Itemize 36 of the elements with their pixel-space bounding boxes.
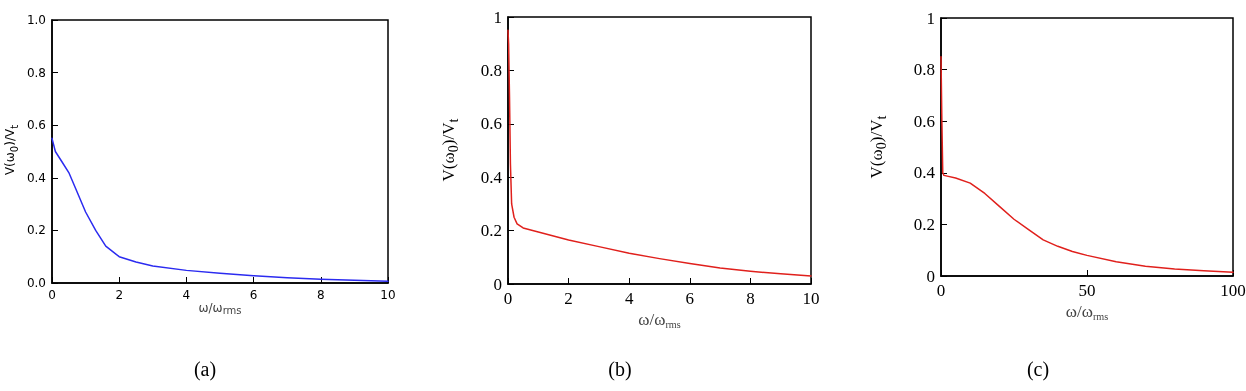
y-tick-label: 0.2 bbox=[480, 221, 502, 241]
x-tick-label: 50 bbox=[1078, 281, 1096, 300]
x-tick-label: 2 bbox=[564, 289, 573, 308]
y-tick-label: 0.8 bbox=[480, 60, 502, 80]
x-tick-label: 0 bbox=[48, 288, 56, 302]
x-tick-label: 4 bbox=[182, 288, 191, 302]
text: (b) bbox=[608, 358, 632, 381]
y-tick-label: 1 bbox=[926, 8, 935, 28]
x-tick-label: 6 bbox=[685, 289, 695, 308]
x-tick-label: 2 bbox=[115, 288, 124, 302]
line-series bbox=[940, 55, 1234, 273]
y-tick-label: 0.2 bbox=[26, 223, 46, 238]
line-series bbox=[507, 29, 812, 277]
x-tick-label: 10 bbox=[802, 289, 820, 308]
y-tick-label: 0.4 bbox=[913, 163, 936, 183]
x-tick-label: 8 bbox=[316, 288, 325, 302]
x-tick-label: 100 bbox=[1220, 281, 1246, 300]
y-tick-label: 0.8 bbox=[26, 65, 46, 80]
x-tick-label: 6 bbox=[249, 288, 258, 302]
y-tick-label: 0.6 bbox=[480, 114, 502, 134]
text: (c) bbox=[1026, 358, 1050, 381]
y-tick-label: 0.8 bbox=[913, 60, 935, 80]
x-axis-title: ω/ωrms bbox=[198, 301, 242, 316]
y-tick-label: 0 bbox=[926, 266, 935, 286]
x-tick-label: 10 bbox=[380, 288, 396, 302]
y-tick-label: 0.4 bbox=[26, 170, 46, 185]
y-tick-label: 0.6 bbox=[26, 118, 46, 133]
x-tick-label: 4 bbox=[624, 289, 634, 308]
y-tick-label: 0.2 bbox=[913, 214, 935, 234]
y-tick-label: 1.0 bbox=[26, 13, 46, 27]
text: (a) bbox=[193, 358, 217, 381]
y-tick-label: 0.4 bbox=[480, 167, 503, 187]
x-tick-label: 8 bbox=[746, 289, 755, 308]
y-tick-label: 1 bbox=[493, 7, 502, 27]
y-tick-label: 0.6 bbox=[913, 111, 935, 131]
y-tick-label: 0.0 bbox=[26, 276, 46, 290]
